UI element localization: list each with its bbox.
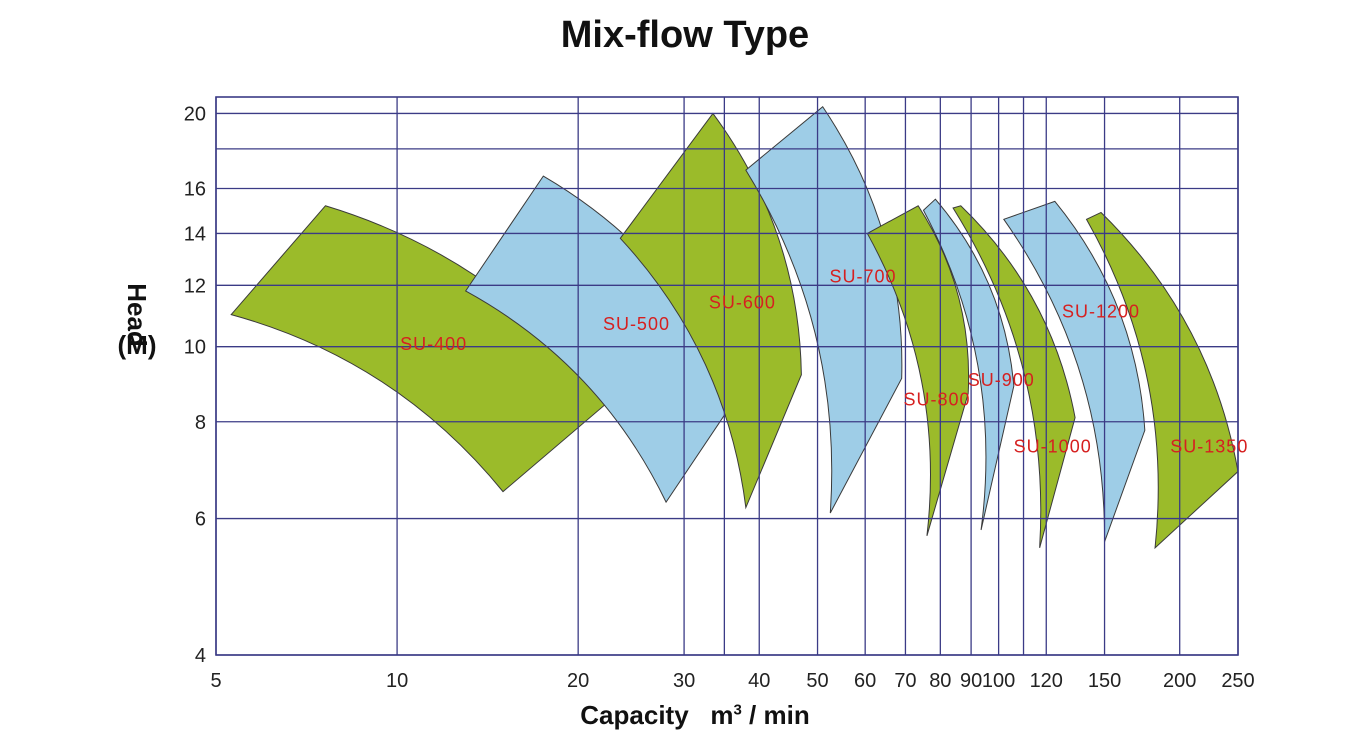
- region-layer: [230, 106, 1239, 550]
- region-label-su-1200: SU-1200: [1062, 302, 1140, 322]
- tick-layer: 5 10 20 30 40 50 60 70 80 90 100 120 150 200 250 4 6 8 10 1…: [184, 103, 1255, 692]
- x-tick-label: 100: [982, 670, 1015, 692]
- x-tick-label: 250: [1221, 670, 1254, 692]
- x-tick-label: 200: [1163, 670, 1196, 692]
- y-tick-label: 10: [184, 337, 206, 359]
- x-tick-label: 120: [1030, 670, 1063, 692]
- x-tick-label: 150: [1088, 670, 1121, 692]
- region-su-1000: [952, 205, 1076, 548]
- x-tick-label: 30: [673, 670, 695, 692]
- y-axis-title-unit: (M): [117, 330, 157, 360]
- region-label-su-1350: SU-1350: [1170, 437, 1248, 457]
- x-tick-label: 70: [894, 670, 916, 692]
- chart-title: Mix-flow Type: [560, 14, 810, 56]
- region-label-su-1000: SU-1000: [1014, 437, 1092, 457]
- x-axis-unit-base: m: [710, 700, 734, 730]
- y-tick-label: 8: [195, 412, 206, 434]
- x-tick-label: 80: [929, 670, 951, 692]
- x-tick-label: 20: [567, 670, 589, 692]
- x-axis-unit-rest: / min: [749, 700, 810, 730]
- y-axis-title: Head (M): [102, 283, 172, 360]
- y-tick-label: 14: [184, 223, 206, 245]
- x-tick-label: 10: [386, 670, 408, 692]
- region-su-900: [922, 198, 1015, 531]
- y-tick-label: 6: [195, 509, 206, 531]
- region-su-1350: [1085, 211, 1239, 550]
- x-tick-label: 5: [210, 670, 221, 692]
- region-label-su-400: SU-400: [400, 334, 467, 354]
- x-tick-label: 50: [806, 670, 828, 692]
- y-tick-label: 16: [184, 179, 206, 201]
- region-label-su-800: SU-800: [904, 389, 971, 409]
- x-tick-label: 90: [960, 670, 982, 692]
- x-axis-unit-sup: 3: [733, 701, 742, 719]
- x-axis-title-main: Capacity: [580, 700, 689, 730]
- x-tick-label: 60: [854, 670, 876, 692]
- x-axis-title: Capacity m3 / min: [0, 700, 1370, 731]
- grid-layer: [215, 96, 1239, 656]
- x-tick-label: 40: [748, 670, 770, 692]
- region-label-su-700: SU-700: [829, 267, 896, 287]
- y-tick-label: 4: [195, 645, 206, 667]
- y-tick-label: 12: [184, 275, 206, 297]
- y-tick-label: 20: [184, 103, 206, 125]
- region-label-su-600: SU-600: [709, 293, 776, 313]
- region-su-700: [745, 106, 903, 514]
- region-label-su-500: SU-500: [603, 314, 670, 334]
- region-label-su-900: SU-900: [968, 370, 1035, 390]
